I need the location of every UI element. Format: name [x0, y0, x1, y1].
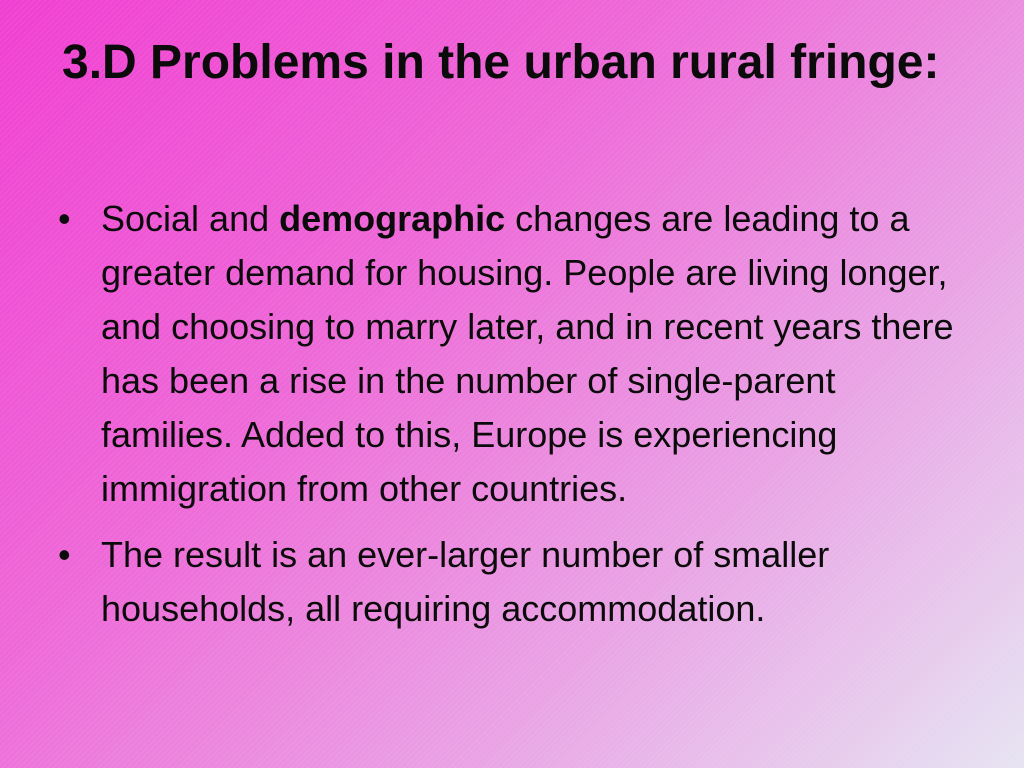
bullet-marker: • [58, 534, 71, 575]
bullet-item-2: • The result is an ever-larger number of… [0, 528, 961, 636]
slide-title: 3.D Problems in the urban rural fringe: [62, 36, 940, 89]
bullet-list: • Social and demographic changes are lea… [0, 192, 1024, 648]
bullet-item-1: • Social and demographic changes are lea… [0, 192, 961, 516]
bullet-1-text-end: changes are leading to a greater demand … [101, 198, 954, 509]
bullet-1-text-start: Social and [101, 198, 280, 239]
bullet-2-text: The result is an ever-larger number of s… [101, 534, 830, 629]
bullet-marker: • [58, 198, 71, 239]
bullet-1-bold-term: demographic [279, 198, 506, 239]
